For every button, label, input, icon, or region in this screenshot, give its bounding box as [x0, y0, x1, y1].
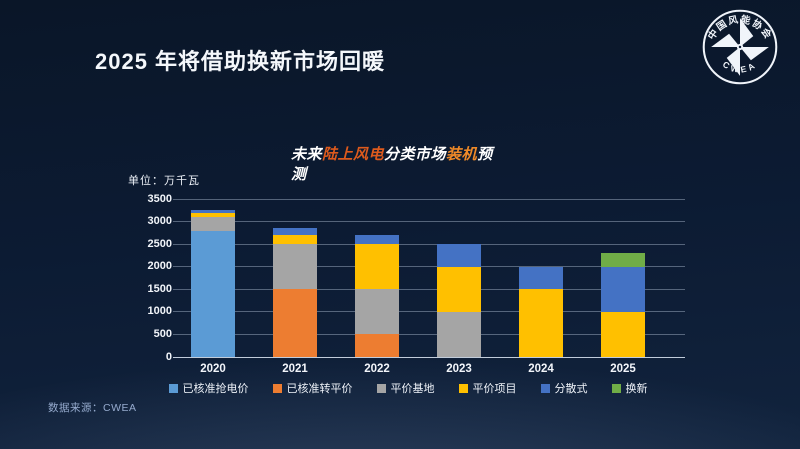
bar-segment-平价项目 [191, 212, 235, 218]
legend-swatch-icon [168, 383, 178, 393]
legend: 已核准抢电价 已核准转平价 平价基地 平价项目 分散式 换新 [120, 380, 696, 396]
gridline [173, 333, 685, 335]
legend-label: 平价基地 [390, 383, 435, 395]
bar-segment-平价项目 [273, 235, 317, 245]
legend-label: 已核准转平价 [286, 383, 353, 395]
gridline [173, 311, 685, 313]
gridline [173, 221, 685, 223]
legend-item-换新: 换新 [611, 380, 648, 396]
y-tick-label: 500 [153, 327, 172, 340]
y-tick-label: 1000 [147, 305, 172, 318]
legend-item-平价基地: 平价基地 [376, 380, 435, 396]
unit-label: 单位：万千瓦 [128, 175, 200, 187]
cwea-logo: 中国风能协会 CWEA [702, 9, 778, 85]
bar-segment-平价项目 [355, 244, 399, 290]
y-tick-label: 2000 [147, 260, 172, 273]
x-axis-line [173, 356, 685, 358]
plot-area: 0 500 1000 1500 2000 2500 3000 3500 2020 2021 2022… [148, 193, 685, 375]
y-tick-label: 3500 [147, 192, 172, 205]
legend-label: 平价项目 [472, 383, 517, 395]
bar-segment-平价基地 [273, 244, 317, 290]
y-tick-label: 3000 [147, 215, 172, 228]
x-tick-label: 2020 [200, 363, 226, 375]
x-tick-label: 2021 [282, 363, 308, 375]
y-tick-label: 2500 [147, 237, 172, 250]
legend-swatch-icon [540, 383, 550, 393]
bar-segment-分散式 [191, 210, 235, 213]
legend-item-已核准抢电价: 已核准抢电价 [168, 380, 249, 396]
x-tick-label: 2025 [610, 363, 636, 375]
bar-segment-已核准抢电价 [191, 230, 235, 357]
gridline [173, 288, 685, 290]
bar-segment-分散式 [519, 266, 563, 290]
y-tick-label: 0 [165, 350, 172, 363]
legend-swatch-icon [458, 383, 468, 393]
x-tick-label: 2024 [528, 363, 554, 375]
legend-swatch-icon [611, 383, 621, 393]
legend-label: 换新 [625, 383, 648, 395]
chart-title-segment: 分类市场 [384, 146, 447, 163]
bar-segment-分散式 [355, 235, 399, 245]
pinwheel-icon [711, 18, 769, 76]
x-tick-label: 2022 [364, 363, 390, 375]
bar-segment-分散式 [437, 244, 481, 267]
legend-swatch-icon [272, 383, 282, 393]
slide-title: 2025 年将借助换新市场回暖 [95, 49, 386, 74]
source-note: 数据来源：CWEA [48, 402, 137, 414]
legend-item-分散式: 分散式 [540, 380, 588, 396]
chart-title-segment: 预测 [291, 146, 493, 183]
y-tick-label: 1500 [147, 282, 172, 295]
gridline [173, 198, 685, 200]
chart-title-segment: 未来 [291, 146, 323, 163]
x-tick-label: 2023 [446, 363, 472, 375]
bar-segment-平价项目 [437, 266, 481, 312]
bar-segment-平价基地 [191, 217, 235, 231]
bar-segment-分散式 [273, 228, 317, 236]
chart-title-segment: 装机 [446, 146, 478, 163]
bar-segment-平价项目 [519, 289, 563, 357]
chart-title: 未来陆上风电分类市场装机预测 [291, 145, 503, 184]
chart-title-segment: 陆上风电 [322, 146, 385, 163]
legend-swatch-icon [376, 383, 386, 393]
bar-segment-平价项目 [601, 311, 645, 357]
bar-segment-分散式 [601, 266, 645, 312]
bar-segment-平价基地 [437, 311, 481, 357]
bar-segment-已核准转平价 [273, 289, 317, 357]
gridline [173, 243, 685, 245]
legend-label: 分散式 [554, 383, 588, 395]
gridline [173, 266, 685, 268]
bar-segment-换新 [601, 253, 645, 267]
cwea-logo-emblem: 中国风能协会 CWEA [702, 9, 778, 85]
legend-item-已核准转平价: 已核准转平价 [272, 380, 353, 396]
legend-label: 已核准抢电价 [182, 383, 249, 395]
bar-segment-已核准转平价 [355, 334, 399, 357]
legend-item-平价项目: 平价项目 [458, 380, 517, 396]
bar-segment-平价基地 [355, 289, 399, 335]
